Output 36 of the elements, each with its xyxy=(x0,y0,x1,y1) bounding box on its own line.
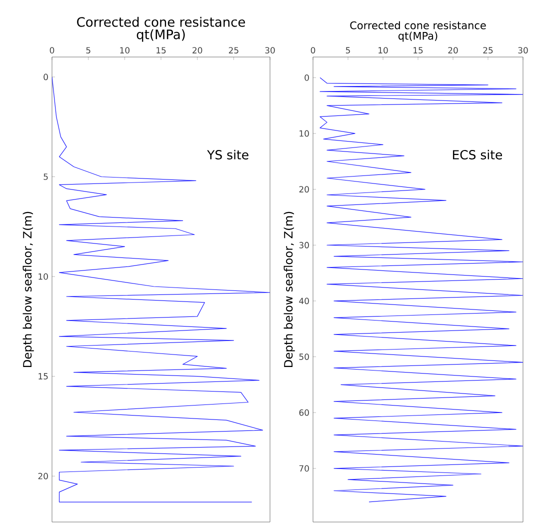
x-tick-label: 15 xyxy=(156,47,166,54)
y-tick-label: 0 xyxy=(304,74,309,81)
x-tick-label: 0 xyxy=(50,47,54,54)
x-tick-label: 15 xyxy=(414,47,423,54)
y-tick-label: 40 xyxy=(299,298,309,304)
y-tick-label: 10 xyxy=(300,130,309,137)
y-tick-label: 30 xyxy=(299,242,309,248)
y-tick-label: 60 xyxy=(299,409,309,416)
x-tick-label: 20 xyxy=(448,47,458,54)
x-tick-label: 5 xyxy=(346,47,350,54)
y-axis-title: Depth below seafloor, Z(m) xyxy=(22,212,34,368)
annotation: YS site xyxy=(207,150,248,160)
y-tick-label: 5 xyxy=(44,174,48,180)
x-tick-label: 20 xyxy=(192,47,202,54)
y-tick-label: 0 xyxy=(44,74,48,80)
line-series xyxy=(320,77,524,502)
x-axis-title: qt(MPa) xyxy=(136,29,185,42)
y-tick-label: 20 xyxy=(299,186,309,193)
chart-title: Corrected cone resistance xyxy=(77,16,245,27)
y-axis-title: Depth below seafloor, Z(m) xyxy=(284,212,295,368)
chart-title: Corrected cone resistance xyxy=(350,21,486,30)
y-tick-label: 10 xyxy=(38,273,48,280)
y-tick-label: 20 xyxy=(38,472,48,480)
y-tick-label: 15 xyxy=(38,373,48,380)
x-tick-label: 25 xyxy=(483,47,493,54)
x-tick-label: 10 xyxy=(378,47,388,54)
x-tick-label: 25 xyxy=(228,47,238,54)
x-axis-title: qt(MPa) xyxy=(398,32,438,42)
x-tick-label: 30 xyxy=(265,47,275,54)
y-tick-label: 70 xyxy=(299,465,309,472)
annotation: ECS site xyxy=(452,150,502,160)
y-tick-label: 50 xyxy=(299,354,309,360)
x-tick-label: 10 xyxy=(120,47,130,54)
x-tick-label: 5 xyxy=(86,47,90,54)
x-tick-label: 30 xyxy=(518,47,528,54)
x-tick-label: 0 xyxy=(310,47,316,54)
